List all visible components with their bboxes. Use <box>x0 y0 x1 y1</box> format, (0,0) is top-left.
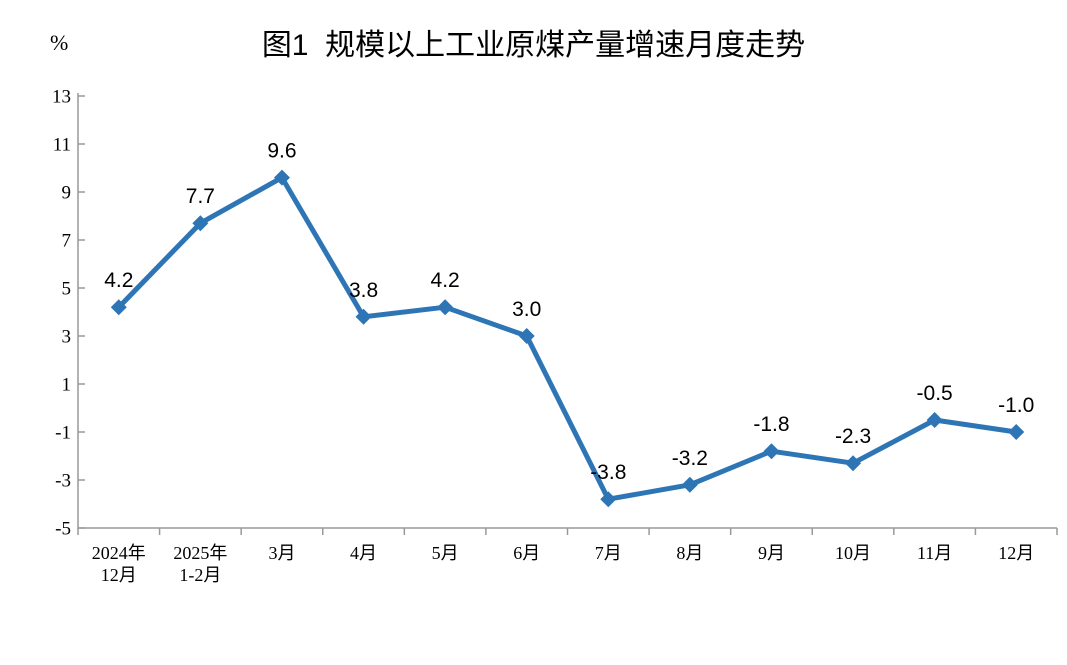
trend-line <box>116 175 1019 502</box>
x-axis-category-label: 5月 <box>432 543 459 563</box>
y-axis-tick-label: -5 <box>55 519 71 540</box>
axis-lines <box>77 93 1057 529</box>
data-point-label: 4.2 <box>431 269 460 292</box>
x-axis-category-label: 12月 <box>998 543 1034 563</box>
data-point-marker <box>763 443 780 460</box>
data-point-marker <box>437 299 454 316</box>
y-axis-tick-label: 13 <box>52 87 71 108</box>
data-point-label: 3.8 <box>349 279 378 302</box>
data-point-label: -2.3 <box>835 425 871 448</box>
y-axis-tick-label: 1 <box>62 375 72 396</box>
data-point-marker <box>518 328 535 344</box>
x-axis-category-label: 9月 <box>758 543 785 563</box>
data-point-marker <box>1008 424 1025 440</box>
data-point-marker <box>110 299 127 316</box>
y-axis-tick-label: 11 <box>53 135 71 156</box>
data-point-label: -0.5 <box>917 382 953 405</box>
x-axis-category-label: 8月 <box>676 543 703 563</box>
data-point-label: -1.0 <box>998 394 1034 417</box>
data-point-label: 9.6 <box>267 140 296 163</box>
data-point-label: 7.7 <box>186 185 215 208</box>
data-point-marker <box>845 455 862 472</box>
data-point-marker <box>355 308 372 325</box>
y-axis-unit-label: % <box>50 30 69 55</box>
data-point-marker <box>192 215 209 232</box>
y-axis-tick-label: 5 <box>62 279 72 300</box>
x-axis-category-label: 11月 <box>917 543 952 563</box>
x-axis-category-label: 2024年 12月 <box>92 543 146 585</box>
y-axis-tick-label: 9 <box>62 183 72 204</box>
y-axis-tick-label: 3 <box>62 327 72 348</box>
y-axis-tick-label: -3 <box>55 471 71 492</box>
data-point-marker <box>926 412 943 428</box>
x-axis-category-label: 2025年 1-2月 <box>173 543 227 585</box>
data-point-label: -3.8 <box>590 461 626 484</box>
data-point-marker <box>273 169 290 186</box>
x-axis-category-label: 10月 <box>835 543 871 563</box>
data-point-label: 3.0 <box>512 298 541 321</box>
y-axis-tick-label: 7 <box>62 231 72 252</box>
x-axis-category-label: 4月 <box>350 543 377 563</box>
y-axis-tick-label: -1 <box>55 423 71 444</box>
data-point-label: 4.2 <box>104 269 133 292</box>
x-axis-category-label: 6月 <box>513 543 540 563</box>
data-point-label: -3.2 <box>672 447 708 470</box>
chart-title: 图1 规模以上工业原煤产量增速月度走势 <box>261 29 806 62</box>
x-axis-category-label: 3月 <box>268 543 295 563</box>
x-axis-category-label: 7月 <box>595 543 622 563</box>
data-point-label: -1.8 <box>753 413 789 436</box>
data-point-marker <box>681 476 698 493</box>
data-point-marker <box>600 491 617 508</box>
